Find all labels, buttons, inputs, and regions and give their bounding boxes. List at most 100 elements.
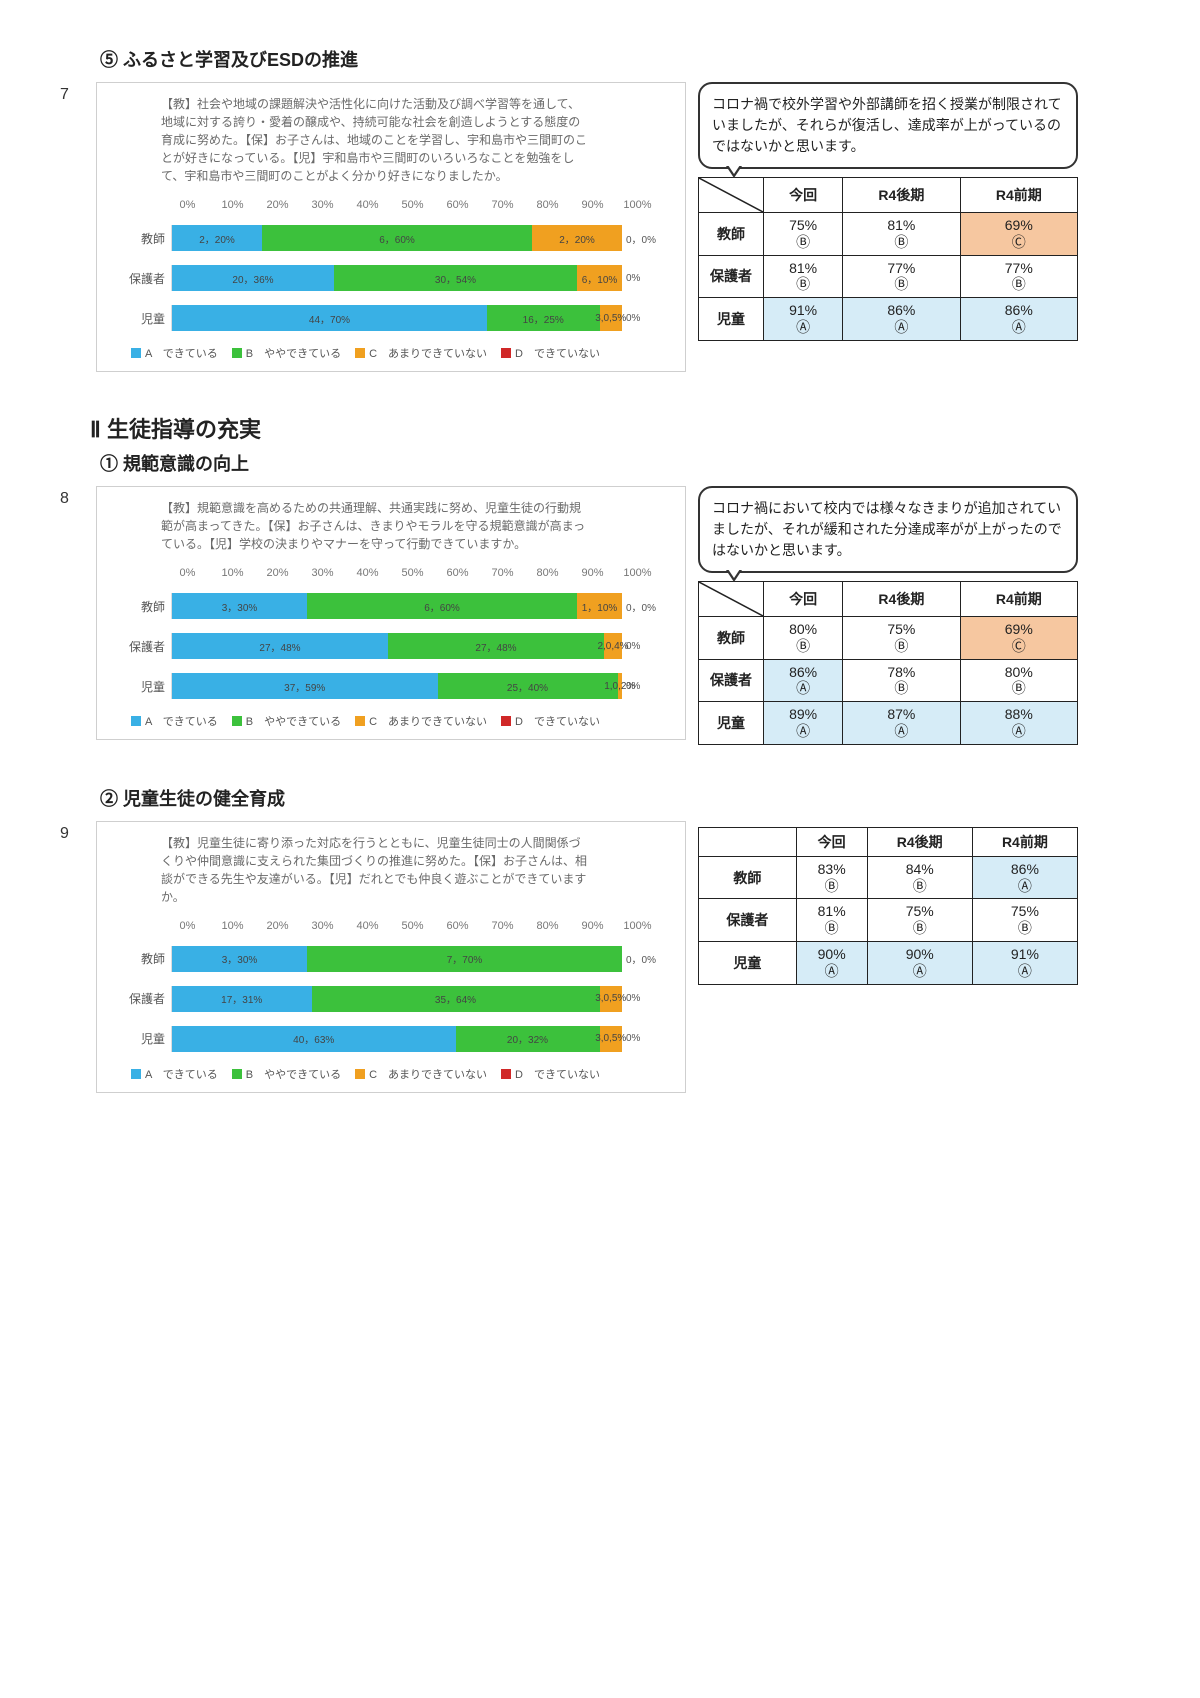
legend-label: C あまりできていない [369, 345, 487, 361]
bar-category-label: 児童 [111, 1030, 171, 1047]
cell-inner: 86%Ⓐ [965, 302, 1073, 336]
bar-track: 3，30%7，70% [171, 946, 622, 972]
table-cell: 91%Ⓐ [764, 298, 843, 341]
cell-grade: Ⓐ [977, 963, 1073, 980]
table-col-header: R4後期 [843, 178, 960, 213]
legend-label: D できていない [515, 345, 600, 361]
bar-row: 児童37，59%25，40%1,0,2%0% [111, 673, 671, 699]
bar-row: 児童40，63%20，32%3,0,5%0% [111, 1026, 671, 1052]
bar-segment: 35，64% [312, 986, 600, 1012]
axis-tick: 0% [165, 199, 210, 211]
legend-label: A できている [145, 713, 218, 729]
bar-row: 保護者27，48%27，48%2,0,4%0% [111, 633, 671, 659]
bar-tail-label: 0，0% [622, 951, 656, 966]
side-column: コロナ禍で校外学習や外部講師を招く授業が制限されていましたが、それらが復活し、達… [698, 82, 1078, 341]
cell-percent: 91% [768, 302, 838, 319]
section-heading: ① 規範意識の向上 [100, 450, 1140, 476]
legend-swatch [232, 348, 242, 358]
bar-segment: 7，70% [307, 946, 622, 972]
table-cell: 78%Ⓑ [843, 659, 960, 702]
cell-inner: 75%Ⓑ [768, 217, 838, 251]
axis-tick: 60% [435, 920, 480, 932]
table-col-header: R4後期 [867, 827, 972, 856]
bar-segment: 3,0,5% [600, 305, 623, 331]
cell-percent: 75% [768, 217, 838, 234]
axis-tick: 20% [255, 567, 300, 579]
table-header-row: 今回R4後期R4前期 [699, 827, 1078, 856]
cell-percent: 86% [768, 664, 838, 681]
cell-percent: 87% [847, 706, 955, 723]
cell-grade: Ⓑ [801, 878, 863, 895]
cell-percent: 90% [801, 946, 863, 963]
axis-tick: 40% [345, 199, 390, 211]
bar-track: 40，63%20，32%3,0,5% [171, 1026, 622, 1052]
bar-segment: 37，59% [172, 673, 438, 699]
axis-tick: 80% [525, 920, 570, 932]
cell-inner: 86%Ⓐ [847, 302, 955, 336]
cell-inner: 75%Ⓑ [872, 903, 968, 937]
cell-grade: Ⓐ [977, 878, 1073, 895]
table-col-header: 今回 [764, 582, 843, 617]
cell-inner: 83%Ⓑ [801, 861, 863, 895]
cell-percent: 75% [872, 903, 968, 920]
cell-inner: 81%Ⓑ [801, 903, 863, 937]
chart-number: 8 [60, 486, 84, 508]
bar-row: 児童44，70%16，25%3,0,5%0% [111, 305, 671, 331]
bar-segment: 2，20% [172, 225, 262, 251]
table-cell: 81%Ⓑ [796, 899, 867, 942]
bar-segment: 20，36% [172, 265, 334, 291]
cell-inner: 80%Ⓑ [965, 664, 1073, 698]
bar-row: 保護者20，36%30，54%6，10%0% [111, 265, 671, 291]
cell-inner: 69%Ⓒ [965, 217, 1073, 251]
chart-legend: A できているB ややできているC あまりできていないD できていない [131, 1066, 671, 1082]
cell-inner: 77%Ⓑ [965, 260, 1073, 294]
table-cell: 75%Ⓑ [972, 899, 1077, 942]
axis-tick: 30% [300, 199, 345, 211]
table-row-label: 児童 [699, 941, 797, 984]
chart-number: 7 [60, 82, 84, 104]
legend-item: D できていない [501, 713, 600, 729]
legend-swatch [501, 1069, 511, 1079]
cell-inner: 80%Ⓑ [768, 621, 838, 655]
legend-item: B ややできている [232, 1066, 341, 1082]
cell-grade: Ⓐ [872, 963, 968, 980]
axis-tick: 40% [345, 567, 390, 579]
cell-grade: Ⓐ [965, 723, 1073, 740]
bar-category-label: 教師 [111, 950, 171, 967]
table-row-label: 教師 [699, 856, 797, 899]
cell-percent: 81% [801, 903, 863, 920]
chart-legend: A できている B ややできている C あまりできていない D できていない [131, 713, 671, 729]
legend-swatch [131, 348, 141, 358]
content-block: 8 【教】規範意識を高めるための共通理解、共通実践に努め、児童生徒の行動規範が高ま… [60, 486, 1140, 745]
chart-description: 【教】規範意識を高めるための共通理解、共通実践に努め、児童生徒の行動規範が高まっ… [161, 499, 591, 553]
bar-segment: 6，60% [262, 225, 532, 251]
cell-inner: 78%Ⓑ [847, 664, 955, 698]
chart-legend: A できているB ややできているC あまりできていないD できていない [131, 345, 671, 361]
bar-row: 教師2，20%6，60%2，20%0，0% [111, 225, 671, 251]
cell-percent: 69% [965, 217, 1073, 234]
axis-tick: 70% [480, 199, 525, 211]
bar-segment: 2,0,4% [604, 633, 622, 659]
callout-tail [726, 166, 742, 178]
table-cell: 75%Ⓑ [843, 617, 960, 660]
table-corner [699, 582, 764, 617]
content-block: 7【教】社会や地域の課題解決や活性化に向けた活動及び調べ学習等を通して、地域に対… [60, 82, 1140, 372]
axis-tick: 0% [165, 567, 210, 579]
table-row: 児童91%Ⓐ86%Ⓐ86%Ⓐ [699, 298, 1078, 341]
cell-percent: 83% [801, 861, 863, 878]
cell-grade: Ⓐ [965, 319, 1073, 336]
legend-swatch [131, 1069, 141, 1079]
cell-grade: Ⓑ [768, 234, 838, 251]
table-row: 教師83%Ⓑ84%Ⓑ86%Ⓐ [699, 856, 1078, 899]
legend-label: B ややできている [246, 713, 341, 729]
cell-grade: Ⓑ [768, 276, 838, 293]
cell-grade: Ⓑ [847, 234, 955, 251]
legend-swatch [232, 1069, 242, 1079]
page-root: ⑤ ふるさと学習及びESDの推進7【教】社会や地域の課題解決や活性化に向けた活動… [60, 46, 1140, 1093]
legend-item: B ややできている [232, 345, 341, 361]
cell-inner: 77%Ⓑ [847, 260, 955, 294]
cell-percent: 90% [872, 946, 968, 963]
cell-grade: Ⓒ [965, 638, 1073, 655]
cell-inner: 81%Ⓑ [847, 217, 955, 251]
legend-label: C あまりできていない [369, 713, 487, 729]
